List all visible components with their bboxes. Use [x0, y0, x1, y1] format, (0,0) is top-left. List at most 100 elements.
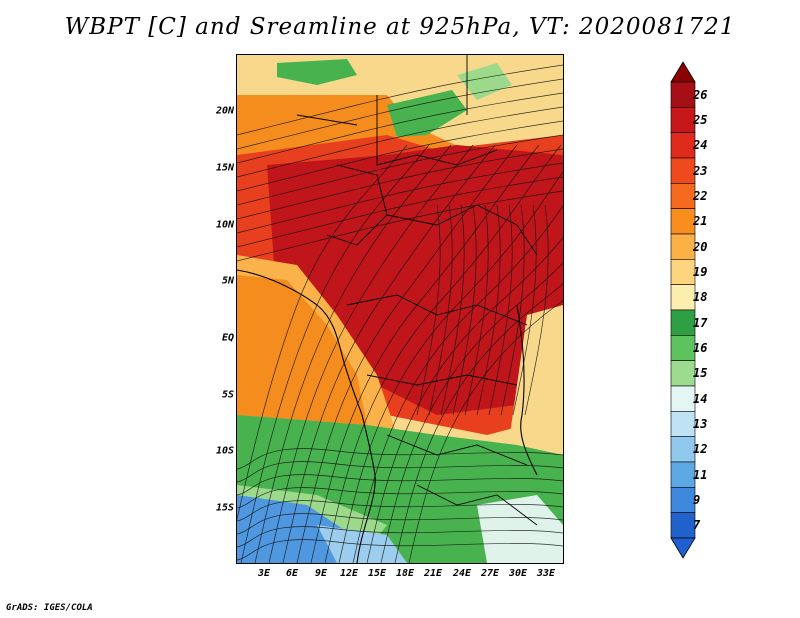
streamline-southern: [237, 500, 563, 522]
streamline-eastern: [476, 204, 501, 416]
colorbar-swatch: [670, 411, 696, 437]
colorbar-swatch: [670, 335, 696, 361]
colorbar-swatch: [670, 233, 696, 260]
streamline-eastern: [500, 204, 525, 416]
lon-tick-24e: 24E: [452, 568, 472, 579]
colorbar-label: 7: [693, 518, 701, 533]
colorbar-label: 25: [693, 113, 708, 127]
colorbar-label: 13: [693, 417, 708, 431]
streamline-eastern: [488, 204, 513, 416]
border-south-1: [366, 374, 518, 386]
region-gulf-orange: [237, 275, 367, 425]
streamline-southern: [237, 513, 563, 535]
colorbar-swatch: [670, 309, 696, 336]
border-south-3: [416, 484, 538, 526]
streamline-northeast: [237, 162, 563, 234]
lon-tick-15e: 15E: [367, 568, 387, 579]
streamline-northeast: [237, 78, 563, 150]
colorbar-swatch: [670, 436, 696, 463]
streamline-eastern: [512, 204, 537, 416]
colorbar-label: 15: [693, 366, 708, 381]
colorbar-label: 24: [693, 138, 708, 153]
streamline-southwest: [352, 205, 563, 563]
border-north-1: [376, 95, 498, 166]
colorbar-swatch: [670, 461, 696, 488]
streamline-northeast: [237, 64, 563, 136]
region-southeast-pale: [477, 495, 563, 563]
lon-tick-12e: 12E: [339, 568, 359, 579]
streamline-southwest: [254, 144, 452, 563]
grads-credit: GrADS: IGES/COLA: [6, 603, 93, 613]
colorbar-label: 23: [693, 163, 708, 178]
colorbar-label: 26: [693, 87, 708, 102]
lon-tick-27e: 27E: [480, 568, 500, 579]
colorbar-top-arrow: [670, 61, 696, 83]
streamline-eastern: [524, 204, 549, 416]
border-south-2: [386, 434, 528, 466]
country-borders: [237, 55, 538, 563]
lat-tick-20n: 20N: [215, 105, 234, 117]
streamline-northeast: [237, 190, 563, 262]
lon-tick-6e: 6E: [285, 568, 299, 579]
chart-title: WBPT [C] and Sreamline at 925hPa, VT: 20…: [64, 14, 736, 40]
colorbar-label: 21: [693, 214, 708, 229]
lat-tick-15n: 15N: [215, 162, 234, 174]
lat-tick-eq: EQ: [221, 332, 234, 344]
streamline-southwest: [296, 144, 518, 563]
lon-tick-18e: 18E: [395, 568, 415, 579]
colorbar-label: 16: [693, 341, 708, 355]
lat-tick-5s: 5S: [221, 389, 234, 401]
streamline-southern: [237, 474, 563, 496]
streamline-southwest: [237, 144, 408, 521]
colorbar-swatch: [670, 157, 696, 184]
border-central-1: [386, 204, 538, 256]
streamline-eastern: [428, 204, 453, 416]
region-chad-green: [387, 90, 467, 137]
lat-tick-10s: 10S: [215, 445, 234, 457]
map-panel: [236, 54, 564, 564]
colorbar-swatch: [670, 259, 696, 285]
region-southwest-lightblue: [317, 525, 407, 563]
colorbar-swatch: [670, 183, 696, 209]
colorbar-label: 18: [693, 290, 708, 305]
lat-tick-10n: 10N: [215, 219, 234, 231]
lon-tick-21e: 21E: [423, 568, 443, 579]
streamline-southwest: [408, 299, 563, 563]
streamline-southwest: [366, 237, 563, 563]
streamline-eastern: [416, 204, 441, 416]
colorbar-bottom-arrow: [670, 537, 696, 559]
streamlines: [237, 64, 563, 563]
border-north-3: [296, 114, 358, 126]
border-rift: [516, 304, 538, 476]
streamline-northeast: [237, 176, 563, 248]
border-central-2: [346, 294, 528, 326]
streamline-eastern: [440, 204, 465, 416]
lat-tick-15s: 15S: [215, 502, 234, 514]
lat-tick-5n: 5N: [221, 275, 234, 287]
streamline-southern: [237, 526, 563, 548]
streamline-northeast: [237, 120, 563, 192]
lon-tick-9e: 9E: [314, 568, 328, 579]
colorbar-swatch: [670, 132, 696, 159]
colorbar-swatch: [670, 284, 696, 311]
streamline-southern: [237, 539, 563, 561]
colorbar-label: 11: [693, 467, 708, 482]
colorbar-swatch: [670, 107, 696, 133]
streamline-northeast: [237, 92, 563, 164]
colorbar-swatch: [670, 81, 696, 108]
colorbar-label: 14: [693, 391, 708, 406]
lon-tick-3e: 3E: [257, 568, 271, 579]
streamline-eastern: [452, 204, 477, 416]
colorbar-label: 17: [693, 315, 708, 330]
streamline-southwest: [380, 262, 563, 563]
streamline-southwest: [268, 144, 474, 563]
colorbar: [670, 61, 696, 559]
streamline-southwest: [394, 283, 563, 563]
streamline-southern: [237, 448, 563, 470]
region-sudan-green: [457, 63, 512, 100]
lon-tick-33e: 33E: [536, 568, 556, 579]
colorbar-label: 22: [693, 189, 708, 203]
colorbar-swatch: [670, 487, 696, 513]
colorbar-label: 12: [693, 442, 708, 457]
streamline-northeast: [237, 148, 563, 220]
